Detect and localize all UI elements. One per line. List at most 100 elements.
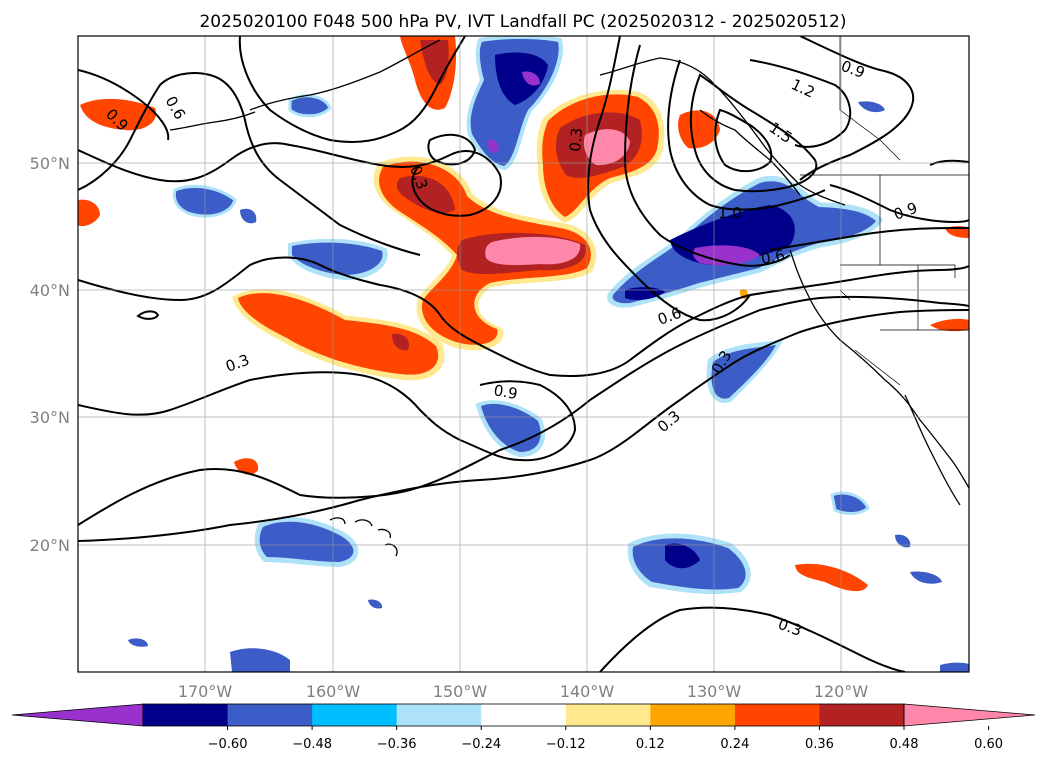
map-frame — [77, 35, 970, 673]
colorbar-segment — [143, 704, 229, 726]
negative-anomaly-subtropic-1-core — [259, 521, 354, 562]
colorbar-tick-label: 0.12 — [636, 737, 665, 752]
colorbar-extend-low — [11, 703, 144, 727]
contour-line-09-east — [829, 184, 969, 224]
positive-anomaly-north-dark — [420, 40, 449, 85]
coastline-alaska-peninsula — [249, 39, 441, 111]
positive-anomaly-small-5 — [945, 226, 969, 238]
contour-line-09-center — [623, 44, 791, 267]
contour-line-09-north — [799, 36, 915, 181]
colorbar-segment — [565, 704, 651, 726]
negative-anomaly-subtropic-4 — [230, 648, 290, 672]
contour-line-pt1 — [136, 310, 160, 320]
contour-line-09-west — [78, 142, 502, 217]
gridlines — [78, 36, 969, 672]
colorbar-segments — [11, 703, 1036, 727]
border-states-2 — [840, 264, 956, 278]
colorbar-segment — [819, 704, 905, 726]
positive-anomaly-west-edge — [78, 199, 100, 227]
lon-label: 130°W — [687, 682, 742, 701]
contour-line-06-east — [769, 227, 969, 251]
negative-anomaly-subtropic-8 — [368, 599, 383, 609]
lat-label: 50°N — [30, 154, 70, 173]
negative-anomaly-north-dark — [495, 52, 548, 105]
contour-line-03-south — [78, 295, 969, 526]
contour-line-ring-1 — [929, 159, 969, 166]
negative-anomaly-subtropic-5 — [910, 571, 942, 584]
colorbar-segment — [227, 704, 313, 726]
negative-anomaly-trough-purple — [693, 245, 760, 266]
colorbar-tick-label: −0.48 — [292, 737, 332, 752]
colorbar-segment — [650, 704, 736, 726]
map-content: 0.6 0.9 0.3 0.3 0.3 0.9 0.6 0.3 0.3 1.2 … — [78, 36, 969, 672]
lon-label: 160°W — [306, 682, 361, 701]
coastlines — [169, 39, 969, 557]
contour-line-03-lower — [78, 309, 969, 542]
negative-anomaly-north-purple — [522, 71, 540, 86]
contour-line-15 — [689, 73, 818, 193]
coastline-hawaii-2 — [354, 519, 373, 527]
lat-label: 20°N — [30, 536, 70, 555]
contour-line-09-mid — [78, 371, 577, 462]
negative-anomaly-west-3 — [288, 94, 332, 118]
negative-anomaly-west-2 — [240, 208, 257, 224]
positive-anomaly-band-west-core — [238, 293, 439, 375]
positive-anomaly-small-4 — [930, 318, 969, 332]
colorbar-tick-label: 0.36 — [805, 737, 834, 752]
contour-line-06-center — [587, 36, 751, 322]
colorbar-ticks: −0.60 −0.48 −0.36 −0.24 −0.12 0.12 0.24 0.36 0.4… — [208, 726, 1003, 752]
negative-anomaly-mid-core — [292, 242, 383, 275]
lon-label: 170°W — [178, 682, 233, 701]
negative-anomaly-subtropic-2-dark — [665, 543, 700, 569]
negative-anomaly-coast-35-core — [711, 345, 776, 399]
coastline-gulf-alaska — [599, 57, 846, 206]
contour-line-ring-2 — [427, 133, 477, 166]
positive-anomaly-central-pink — [485, 236, 581, 266]
contour-label: 0.9 — [492, 381, 519, 403]
positive-anomaly-small-3 — [795, 563, 868, 592]
colorbar-tick-label: −0.60 — [208, 737, 248, 752]
map-title: 2025020100 F048 500 hPa PV, IVT Landfall… — [199, 12, 846, 32]
lon-label: 140°W — [560, 682, 615, 701]
colorbar-segment — [481, 704, 567, 726]
colorbar: −0.60 −0.48 −0.36 −0.24 −0.12 0.12 0.24 0.36 0.4… — [11, 703, 1036, 752]
contour-line-09-nw — [78, 69, 170, 141]
contour-line-12-north — [749, 59, 852, 148]
colorbar-tick-label: 0.60 — [974, 737, 1003, 752]
ivt-contours — [78, 36, 969, 672]
coastline-west-us — [789, 249, 969, 489]
colorbar-segment — [396, 704, 482, 726]
lat-label: 30°N — [30, 408, 70, 427]
contour-line-12 — [667, 59, 826, 211]
border-states-4 — [839, 289, 851, 301]
map-panel: 0.6 0.9 0.3 0.3 0.3 0.9 0.6 0.3 0.3 1.2 … — [77, 35, 970, 673]
negative-anomaly-subtropic-6 — [895, 534, 911, 548]
colorbar-segment — [312, 704, 398, 726]
negative-anomaly-subtropic-9 — [858, 101, 885, 113]
negative-anomaly-north-small — [487, 139, 499, 153]
positive-anomaly-nw — [80, 98, 156, 131]
lon-label: 150°W — [433, 682, 488, 701]
political-borders — [800, 36, 969, 386]
negative-anomaly-subtropic-7 — [128, 638, 148, 647]
contour-label: 0.6 — [760, 246, 787, 268]
contour-line-06-north — [238, 36, 466, 143]
latitude-labels: 50°N 40°N 30°N 20°N — [30, 154, 70, 555]
contour-line-06-west — [78, 72, 421, 256]
lon-label: 120°W — [814, 682, 869, 701]
colorbar-segment — [734, 704, 820, 726]
border-alaska-canada — [839, 36, 901, 161]
colorbar-tick-label: 0.24 — [720, 737, 749, 752]
positive-anomaly-central-dark — [396, 175, 455, 213]
contour-line-03-se — [599, 606, 906, 672]
colorbar-extend-high — [903, 703, 1036, 727]
longitude-labels: 170°W 160°W 150°W 140°W 130°W 120°W — [178, 682, 869, 701]
colorbar-tick-label: 0.48 — [890, 737, 919, 752]
coastline-aleutians — [169, 111, 256, 131]
contour-label: 0.3 — [566, 127, 586, 152]
lat-label: 40°N — [30, 281, 70, 300]
colorbar-tick-label: −0.36 — [377, 737, 417, 752]
positive-anomaly-band-west-dark — [392, 333, 410, 351]
coastline-baja — [904, 394, 961, 506]
